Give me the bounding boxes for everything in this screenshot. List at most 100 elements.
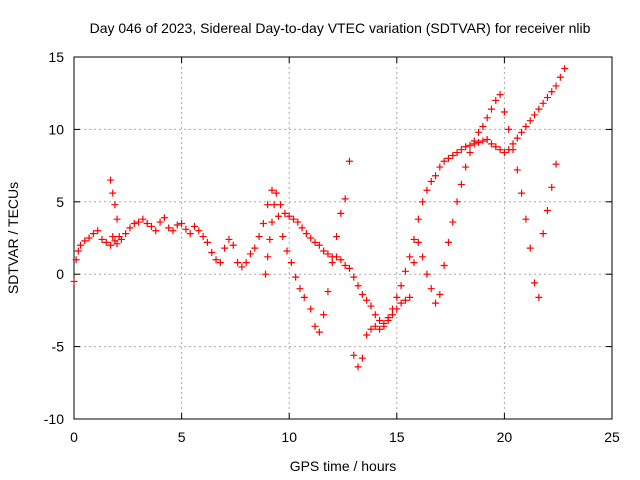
data-point [462, 143, 470, 151]
data-point [113, 215, 121, 223]
data-point [115, 233, 123, 241]
data-point [350, 351, 358, 359]
data-point [70, 277, 78, 285]
data-point [333, 233, 341, 241]
data-point [453, 149, 461, 157]
data-point [423, 186, 431, 194]
data-point [457, 146, 465, 154]
x-tick-label: 20 [497, 429, 513, 445]
data-point [277, 201, 285, 209]
data-point [440, 262, 448, 270]
x-tick-label: 10 [281, 429, 297, 445]
data-point [135, 218, 143, 226]
data-point [229, 241, 237, 249]
tick-marks: 0 5 10 15 20 25 -10 -5 0 5 10 15 [44, 49, 620, 445]
data-point [287, 259, 295, 267]
data-point [393, 293, 401, 301]
data-point [410, 235, 418, 243]
data-point [341, 262, 349, 270]
data-point [475, 138, 483, 146]
data-point [436, 290, 444, 298]
data-point [113, 240, 121, 248]
data-point [427, 178, 435, 186]
data-point [107, 176, 115, 184]
data-point [246, 250, 254, 258]
data-point [384, 317, 392, 325]
data-point [376, 325, 384, 333]
y-tick-label: 10 [48, 121, 64, 137]
data-point [333, 253, 341, 261]
data-points [70, 65, 569, 371]
data-point [487, 140, 495, 148]
data-point [492, 143, 500, 151]
data-point [535, 293, 543, 301]
data-point [173, 221, 181, 229]
x-tick-label: 0 [70, 429, 78, 445]
x-tick-label: 5 [178, 429, 186, 445]
data-point [509, 146, 517, 154]
data-point [290, 215, 298, 223]
data-point [414, 215, 422, 223]
data-point [552, 160, 560, 168]
data-point [531, 111, 539, 119]
data-point [548, 183, 556, 191]
data-point [367, 325, 375, 333]
data-point [320, 247, 328, 255]
data-point [500, 108, 508, 116]
data-point [320, 311, 328, 319]
data-point [307, 234, 315, 242]
data-point [195, 227, 203, 235]
data-point [358, 290, 366, 298]
data-point [466, 141, 474, 149]
data-point [548, 88, 556, 96]
data-point [406, 293, 414, 301]
y-axis-label: SDTVAR / TECUs [5, 182, 21, 294]
data-point [292, 273, 300, 281]
data-point [107, 241, 115, 249]
data-point [324, 288, 332, 296]
data-point [272, 189, 280, 197]
data-point [440, 157, 448, 165]
data-point [462, 163, 470, 171]
data-point [307, 305, 315, 313]
data-point [496, 91, 504, 99]
data-point [552, 82, 560, 90]
data-point [410, 259, 418, 267]
data-point [264, 253, 272, 261]
data-point [419, 198, 427, 206]
data-point [191, 222, 199, 230]
data-point [199, 233, 207, 241]
data-point [208, 248, 216, 256]
data-point [539, 99, 547, 107]
data-point [444, 238, 452, 246]
data-point [109, 233, 117, 241]
data-point [143, 220, 151, 228]
data-point [178, 220, 186, 228]
data-point [242, 259, 250, 267]
y-tick-label: -10 [44, 411, 64, 427]
data-point [102, 238, 110, 246]
data-point [500, 149, 508, 157]
data-point [483, 136, 491, 144]
data-point [475, 128, 483, 136]
data-point [81, 237, 89, 245]
x-axis-label: GPS time / hours [290, 458, 397, 474]
chart-title: Day 046 of 2023, Sidereal Day-to-day VTE… [90, 20, 591, 36]
data-point [457, 180, 465, 188]
data-point [350, 273, 358, 281]
data-point [74, 247, 82, 255]
plot-frame [73, 56, 613, 420]
data-point [266, 235, 274, 243]
data-point [367, 302, 375, 310]
data-point [371, 322, 379, 330]
data-point [264, 201, 272, 209]
data-point [543, 206, 551, 214]
data-point [341, 195, 349, 203]
data-point [279, 233, 287, 241]
data-point [165, 224, 173, 232]
data-point [285, 212, 293, 220]
data-point [274, 212, 282, 220]
y-tick-label: -5 [52, 339, 65, 355]
data-point [479, 123, 487, 131]
data-point [85, 234, 93, 242]
